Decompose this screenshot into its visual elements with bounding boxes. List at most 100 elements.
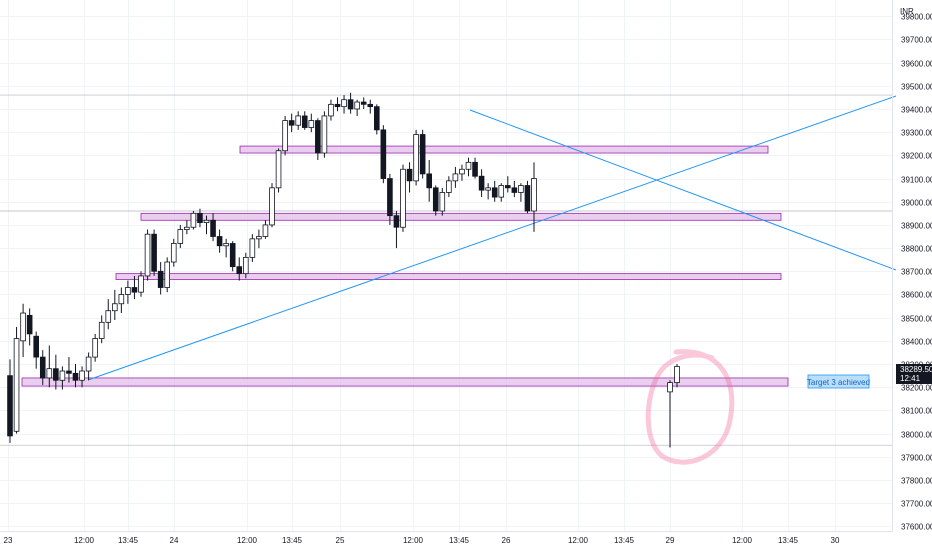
reference-lines [0,94,892,446]
time-tick: 30 [831,536,840,545]
price-tick: 38900.00 [901,222,932,231]
candle [223,238,229,258]
candle [341,95,347,114]
candle [275,148,282,193]
price-tick: 38200.00 [901,384,932,393]
candle [269,183,275,228]
price-tick: 39800.00 [901,13,932,22]
price-tick: 37800.00 [901,477,932,486]
candle [518,183,524,202]
candle [328,99,334,121]
candle [373,104,380,135]
price-tick: 39200.00 [901,152,932,161]
price-zone [239,145,769,154]
price-axis[interactable]: INR [892,0,915,532]
candle [282,115,288,156]
candle [105,299,112,330]
candle [452,166,459,188]
candle [151,229,157,276]
candle [387,173,393,225]
candle [531,162,537,232]
candle [92,333,98,362]
candle [170,238,177,267]
candle [413,129,419,186]
candle [118,287,125,314]
price-zone [21,377,789,387]
support-resistance-zones [21,145,789,387]
candle [334,97,341,112]
price-tick: 38100.00 [901,407,932,416]
price-tick: 37900.00 [901,454,932,463]
candle [26,308,33,346]
price-tick: 38700.00 [901,268,932,277]
candle [674,364,680,388]
time-tick: 26 [502,536,511,545]
candle [157,262,164,295]
candle [262,220,269,239]
candle [295,111,301,130]
candle [485,183,491,200]
target-annotation: Target 3 achieved [807,378,870,387]
currency-label: INR [900,7,914,16]
candle [197,208,203,228]
price-tick: 39700.00 [901,36,932,45]
time-tick: 13:45 [778,536,799,545]
candle [59,366,66,390]
time-tick: 25 [336,536,345,545]
time-tick: 12:00 [403,536,424,545]
candle [426,159,432,202]
price-tick: 38500.00 [901,315,932,324]
trendline [87,95,897,381]
candlesticks [7,92,680,448]
candle [98,315,105,344]
candle [72,364,79,388]
candle [393,211,400,249]
candle [236,257,243,281]
last-price: 38289.50 [900,365,932,374]
candle [242,252,249,279]
candle [138,271,144,297]
trendline [469,109,897,271]
time-tick: 13:45 [449,536,470,545]
candle [249,234,256,263]
candle [308,113,315,133]
price-tick: 39400.00 [901,106,932,115]
candle [164,257,171,293]
candle [419,129,426,179]
candle [20,303,26,358]
candle [524,180,531,214]
price-zone [140,212,782,221]
price-tick: 38000.00 [901,431,932,440]
candle [498,183,505,202]
candle [432,185,439,216]
candle [504,176,511,193]
highlight-marks [645,349,735,465]
target-label: Target 3 achieved [807,374,870,389]
time-tick: 13:45 [282,536,303,545]
candle [478,169,485,198]
candle [144,229,151,281]
candle [367,99,374,114]
candle [85,352,92,381]
candle [66,357,72,383]
last-price-label: 38289.50 12:41 [896,364,932,384]
candle [491,180,498,202]
candle [288,113,295,133]
candle [79,366,85,388]
candle [459,164,465,181]
price-tick: 38800.00 [901,245,932,254]
time-tick: 12:00 [732,536,753,545]
candle [380,125,387,184]
candle [360,97,367,109]
price-tick: 37700.00 [901,500,932,509]
price-zone [115,273,782,281]
price-tick: 39500.00 [901,83,932,92]
time-tick: 12:00 [568,536,589,545]
price-tick: 39000.00 [901,199,932,208]
price-tick: 39300.00 [901,129,932,138]
price-tick: 38600.00 [901,291,932,300]
candle [406,162,413,193]
highlight-circle [645,349,735,465]
candle [203,215,210,235]
